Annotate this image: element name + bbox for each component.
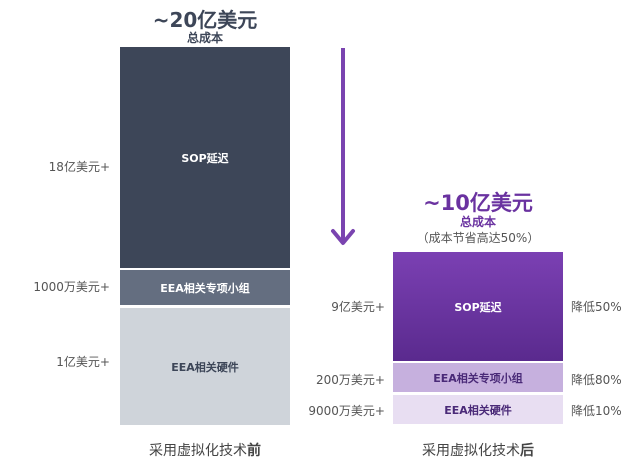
before-value-hardware: 1亿美元+ <box>56 355 110 369</box>
before-caption: 采用虚拟化技术前 <box>120 440 290 460</box>
segment-label: EEA相关硬件 <box>444 403 512 417</box>
after-total-subtitle: 总成本 <box>459 215 496 229</box>
segment-label: EEA相关专项小组 <box>433 371 523 385</box>
segment-label: SOP延迟 <box>454 300 502 314</box>
before-segment-eea-hardware: EEA相关硬件 <box>120 308 290 425</box>
before-value-team: 1000万美元+ <box>33 280 110 294</box>
caption-bold: 前 <box>247 443 261 459</box>
caption-text: 采用虚拟化技术 <box>422 443 520 459</box>
after-reduction-hardware: 降低10% <box>571 404 622 418</box>
after-reduction-team: 降低80% <box>571 373 622 387</box>
caption-bold: 后 <box>520 443 534 459</box>
before-total: ~20亿美元 <box>152 8 258 32</box>
segment-label: EEA相关硬件 <box>171 360 239 374</box>
after-total: ~10亿美元 <box>423 191 533 215</box>
caption-text: 采用虚拟化技术 <box>149 443 247 459</box>
segment-label: SOP延迟 <box>181 151 229 165</box>
segment-label: EEA相关专项小组 <box>160 281 250 295</box>
after-reduction-sop: 降低50% <box>571 300 622 314</box>
after-caption: 采用虚拟化技术后 <box>393 440 563 460</box>
after-value-team: 200万美元+ <box>316 373 385 387</box>
before-value-sop: 18亿美元+ <box>48 160 110 174</box>
before-segment-eea-team: EEA相关专项小组 <box>120 270 290 305</box>
after-segment-sop-delay: SOP延迟 <box>393 252 563 361</box>
after-segment-eea-team: EEA相关专项小组 <box>393 363 563 392</box>
before-segment-sop-delay: SOP延迟 <box>120 47 290 268</box>
after-value-hardware: 9000万美元+ <box>308 404 385 418</box>
after-savings-note: （成本节省高达50%） <box>416 231 540 245</box>
after-segment-eea-hardware: EEA相关硬件 <box>393 395 563 424</box>
after-value-sop: 9亿美元+ <box>331 300 385 314</box>
before-total-subtitle: 总成本 <box>186 31 223 45</box>
down-arrow-icon <box>331 48 355 245</box>
